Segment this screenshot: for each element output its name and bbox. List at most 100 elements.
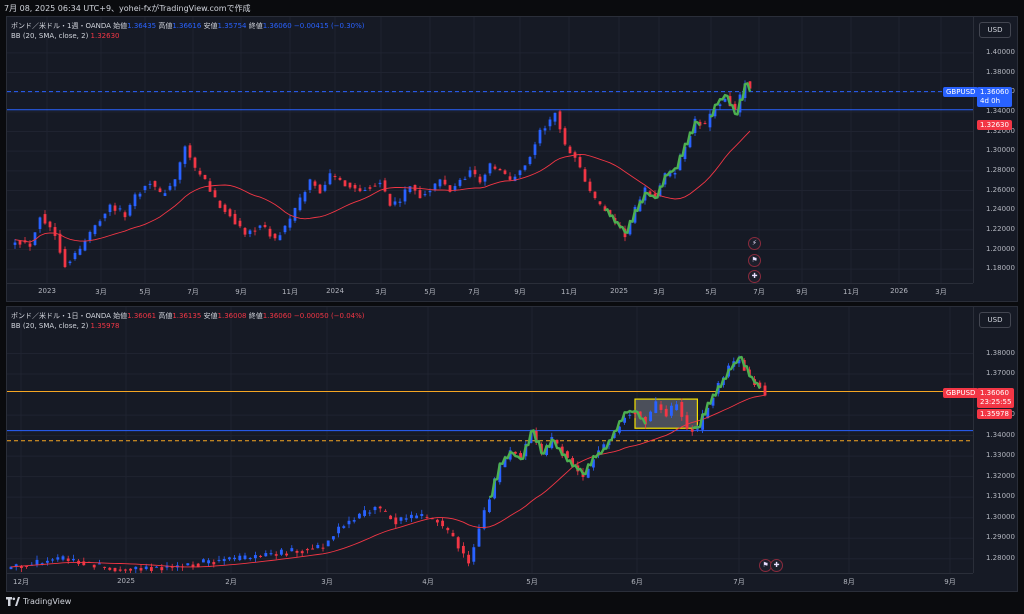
candle-body[interactable] bbox=[273, 233, 277, 239]
candle-body[interactable] bbox=[578, 157, 582, 168]
candle-body[interactable] bbox=[560, 446, 564, 456]
candle-body[interactable] bbox=[153, 181, 157, 187]
candle-body[interactable] bbox=[139, 568, 143, 571]
candle-body[interactable] bbox=[243, 228, 247, 235]
candle-body[interactable] bbox=[311, 548, 315, 550]
daily-time-axis[interactable] bbox=[7, 573, 973, 592]
candle-body[interactable] bbox=[425, 516, 429, 518]
candle-body[interactable] bbox=[393, 201, 397, 205]
candle-body[interactable] bbox=[201, 559, 205, 563]
candle-body[interactable] bbox=[538, 129, 542, 144]
candle-body[interactable] bbox=[207, 560, 211, 564]
candle-body[interactable] bbox=[129, 568, 133, 571]
candle-body[interactable] bbox=[295, 550, 299, 553]
candle-body[interactable] bbox=[18, 240, 22, 245]
candle-body[interactable] bbox=[518, 170, 522, 176]
candle-body[interactable] bbox=[680, 402, 684, 417]
candle-body[interactable] bbox=[198, 170, 202, 175]
candle-body[interactable] bbox=[468, 170, 472, 177]
candle-body[interactable] bbox=[433, 183, 437, 190]
candle-body[interactable] bbox=[253, 555, 257, 559]
candle-body[interactable] bbox=[196, 563, 200, 567]
candle-body[interactable] bbox=[326, 540, 330, 547]
candle-body[interactable] bbox=[357, 513, 361, 519]
candle-body[interactable] bbox=[160, 567, 164, 571]
candle-body[interactable] bbox=[348, 182, 352, 188]
candle-body[interactable] bbox=[337, 526, 341, 534]
candle-body[interactable] bbox=[428, 190, 432, 193]
candle-body[interactable] bbox=[243, 555, 247, 560]
candle-body[interactable] bbox=[63, 249, 67, 268]
candle-body[interactable] bbox=[343, 180, 347, 187]
candle-body[interactable] bbox=[238, 220, 242, 227]
candle-body[interactable] bbox=[583, 169, 587, 182]
candle-body[interactable] bbox=[108, 567, 112, 570]
candle-body[interactable] bbox=[608, 210, 612, 215]
candle-body[interactable] bbox=[118, 569, 122, 571]
candle-body[interactable] bbox=[183, 146, 187, 164]
candle-body[interactable] bbox=[155, 566, 159, 568]
candle-body[interactable] bbox=[718, 104, 722, 107]
candle-body[interactable] bbox=[328, 173, 332, 185]
candle-body[interactable] bbox=[373, 185, 377, 187]
candle-body[interactable] bbox=[653, 193, 657, 197]
candle-body[interactable] bbox=[71, 558, 75, 561]
wave-annotation[interactable] bbox=[709, 82, 752, 118]
candle-body[interactable] bbox=[274, 554, 278, 556]
candle-body[interactable] bbox=[591, 459, 595, 468]
candle-body[interactable] bbox=[701, 414, 705, 430]
weekly-currency-button[interactable]: USD bbox=[979, 22, 1011, 38]
candle-body[interactable] bbox=[477, 528, 481, 547]
candle-body[interactable] bbox=[420, 513, 424, 517]
candle-body[interactable] bbox=[659, 404, 663, 410]
candle-body[interactable] bbox=[323, 184, 327, 191]
candle-body[interactable] bbox=[533, 144, 537, 155]
candle-body[interactable] bbox=[217, 559, 221, 561]
candle-body[interactable] bbox=[418, 190, 422, 199]
wave-annotation[interactable] bbox=[604, 120, 701, 234]
weekly-plot-area[interactable] bbox=[7, 17, 973, 283]
candle-body[interactable] bbox=[288, 218, 292, 228]
candle-body[interactable] bbox=[423, 194, 427, 196]
candle-body[interactable] bbox=[347, 520, 351, 525]
candle-body[interactable] bbox=[438, 179, 442, 187]
candle-body[interactable] bbox=[673, 172, 677, 175]
candle-body[interactable] bbox=[28, 243, 32, 247]
candle-body[interactable] bbox=[565, 451, 569, 458]
candle-body[interactable] bbox=[669, 405, 673, 416]
symbol-price-tag[interactable]: GBPUSD bbox=[943, 388, 979, 399]
candle-body[interactable] bbox=[233, 557, 237, 560]
candle-body[interactable] bbox=[134, 566, 138, 570]
candle-body[interactable] bbox=[342, 526, 346, 528]
candle-body[interactable] bbox=[103, 213, 107, 219]
candle-body[interactable] bbox=[19, 566, 23, 568]
candle-body[interactable] bbox=[82, 561, 86, 566]
candle-body[interactable] bbox=[649, 411, 653, 422]
candle-body[interactable] bbox=[513, 451, 517, 454]
candle-body[interactable] bbox=[212, 562, 216, 565]
candle-body[interactable] bbox=[563, 128, 567, 145]
candle-body[interactable] bbox=[285, 553, 289, 556]
candle-body[interactable] bbox=[555, 439, 559, 444]
candle-body[interactable] bbox=[483, 174, 487, 182]
candle-body[interactable] bbox=[123, 212, 127, 218]
candle-body[interactable] bbox=[35, 559, 39, 565]
candle-body[interactable] bbox=[227, 557, 231, 560]
candle-body[interactable] bbox=[399, 517, 403, 521]
candle-body[interactable] bbox=[593, 191, 597, 199]
candle-body[interactable] bbox=[333, 176, 337, 178]
candle-body[interactable] bbox=[472, 547, 476, 562]
candle-body[interactable] bbox=[383, 180, 387, 192]
candle-body[interactable] bbox=[313, 181, 317, 186]
candle-body[interactable] bbox=[248, 557, 252, 559]
wave-annotation[interactable] bbox=[691, 355, 761, 430]
daily-event-uk-flag-icon[interactable]: ✚ bbox=[770, 559, 783, 572]
candle-body[interactable] bbox=[363, 510, 367, 516]
candle-body[interactable] bbox=[358, 188, 362, 192]
candle-body[interactable] bbox=[228, 209, 232, 217]
candle-body[interactable] bbox=[290, 548, 294, 552]
candle-body[interactable] bbox=[48, 221, 52, 228]
candle-body[interactable] bbox=[279, 549, 283, 555]
candle-body[interactable] bbox=[628, 414, 632, 416]
candle-body[interactable] bbox=[508, 176, 512, 180]
